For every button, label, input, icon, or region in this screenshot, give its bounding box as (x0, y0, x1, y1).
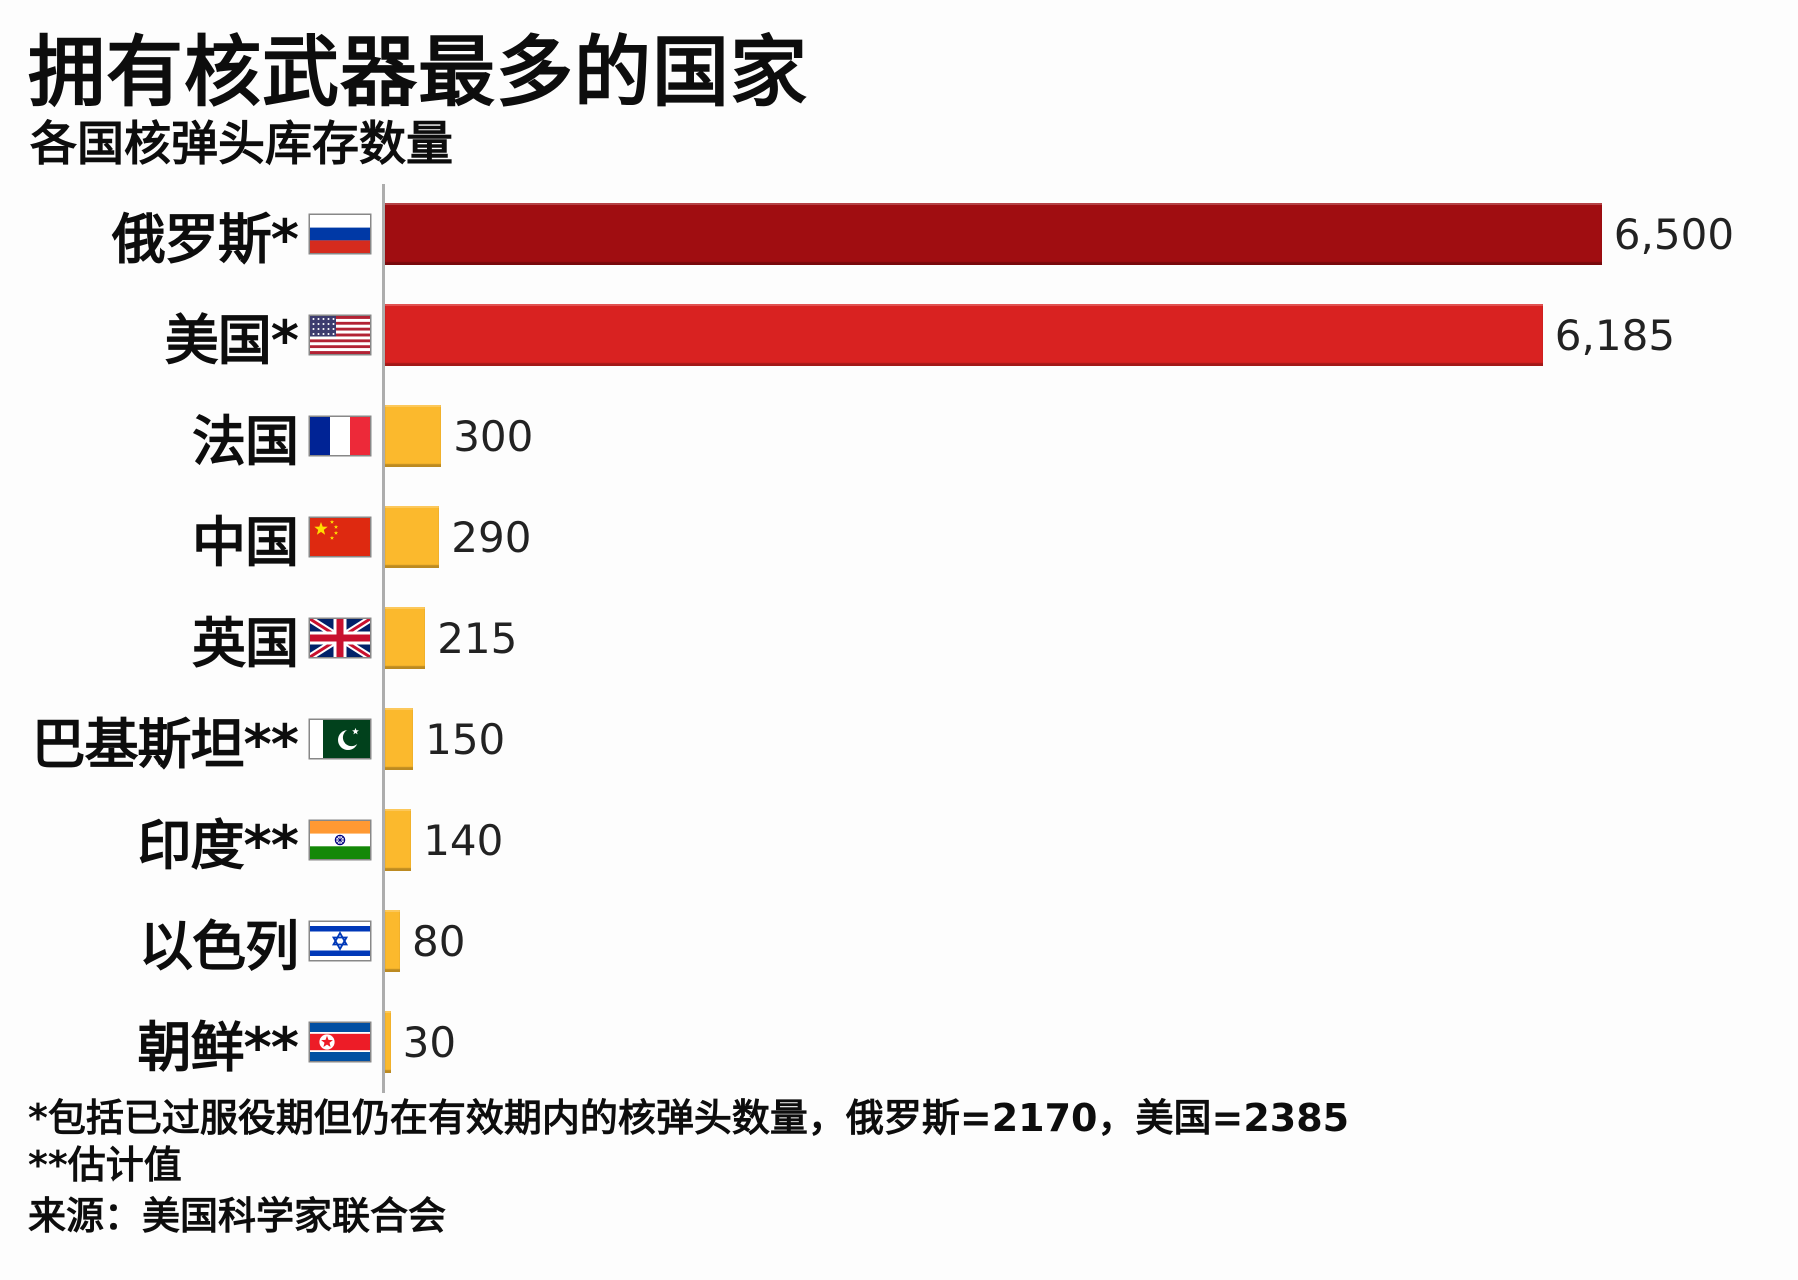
bar-track: 80 (382, 890, 1798, 992)
flag-israel-icon (310, 922, 370, 961)
bar-track: 6,185 (382, 284, 1798, 386)
bar-israel (385, 910, 400, 973)
bar-track: 6,500 (382, 183, 1798, 285)
chart-row: 英国 215 (8, 587, 1798, 689)
footnote-estimated: **估计值 (28, 1143, 182, 1187)
country-label: 中国 (192, 510, 299, 574)
bar-russia (385, 203, 1602, 266)
value-label: 140 (423, 815, 504, 865)
bar-pakistan (385, 708, 414, 771)
chart-row: 印度** 140 (8, 789, 1798, 891)
flag-usa-icon (310, 316, 370, 355)
source-line: 来源：美国科学家联合会 (28, 1194, 447, 1239)
flag-russia-icon (310, 215, 370, 254)
value-label: 290 (451, 512, 532, 562)
country-label: 英国 (192, 611, 299, 675)
bar-track: 150 (382, 688, 1798, 790)
bar-track: 290 (382, 486, 1798, 588)
footnote-block: *包括已过服役期但仍在有效期内的核弹头数量，俄罗斯=2170，美国=2385 *… (28, 1095, 1798, 1240)
country-label: 法国 (192, 409, 299, 473)
value-label: 150 (425, 714, 506, 764)
flag-pakistan-icon (310, 720, 370, 759)
bar-track: 215 (382, 587, 1798, 689)
chart-row: 法国 300 (8, 385, 1798, 487)
chart-row: 美国* 6,185 (8, 284, 1798, 386)
flag-uk-icon (310, 619, 370, 658)
chart-row: 朝鲜** 30 (8, 991, 1798, 1093)
chart-row: 中国 290 (8, 486, 1798, 588)
value-label: 80 (412, 916, 466, 966)
country-label: 巴基斯坦** (31, 712, 299, 776)
flag-north-korea-icon (310, 1023, 370, 1062)
footnote-retired-warheads: *包括已过服役期但仍在有效期内的核弹头数量，俄罗斯=2170，美国=2385 (28, 1095, 1350, 1140)
country-label: 以色列 (139, 914, 299, 978)
bar-india (385, 809, 412, 872)
bar-track: 300 (382, 385, 1798, 487)
infographic-page: 拥有核武器最多的国家 各国核弹头库存数量 俄罗斯* 6,500 美国* 6,185 法… (0, 0, 1798, 1240)
page-title: 拥有核武器最多的国家 (28, 29, 808, 118)
chart-row: 以色列 80 (8, 890, 1798, 992)
bar-north-korea (385, 1011, 391, 1074)
country-label: 美国* (164, 308, 299, 372)
bar-track: 30 (382, 991, 1798, 1093)
bar-france (385, 405, 442, 468)
chart-row: 巴基斯坦** 150 (8, 688, 1798, 790)
value-label: 30 (402, 1017, 457, 1067)
flag-china-icon (310, 518, 370, 557)
country-label: 印度** (137, 813, 299, 877)
value-label: 300 (453, 411, 534, 461)
warhead-bar-chart: 俄罗斯* 6,500 美国* 6,185 法国 300 中国 290 英国 215 巴基斯坦*… (0, 183, 1798, 1093)
value-label: 215 (437, 613, 518, 663)
bar-track: 140 (382, 789, 1798, 891)
bar-usa (385, 304, 1543, 367)
page-subtitle: 各国核弹头库存数量 (30, 117, 453, 173)
flag-france-icon (310, 417, 370, 456)
bar-uk (385, 607, 426, 670)
country-label: 俄罗斯* (111, 207, 299, 271)
value-label: 6,185 (1554, 310, 1676, 360)
value-label: 6,500 (1613, 209, 1735, 259)
country-label: 朝鲜** (137, 1015, 299, 1079)
title-block: 拥有核武器最多的国家 各国核弹头库存数量 (0, 0, 1798, 170)
chart-row: 俄罗斯* 6,500 (8, 183, 1798, 285)
bar-china (385, 506, 440, 569)
flag-india-icon (310, 821, 370, 860)
